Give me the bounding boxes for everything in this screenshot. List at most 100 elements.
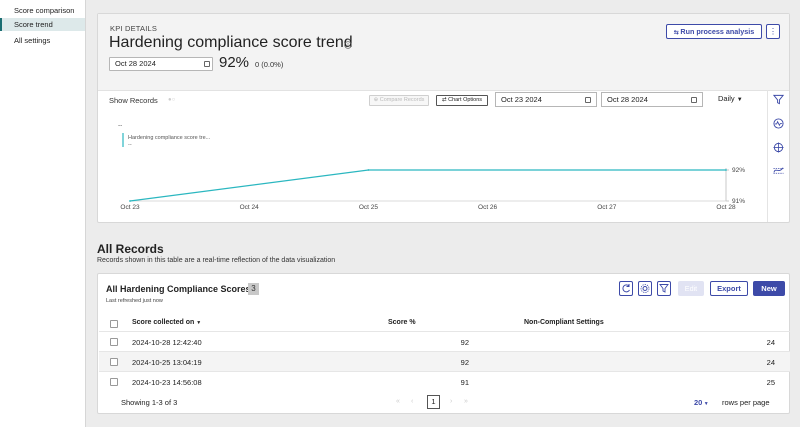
- export-button[interactable]: Export: [710, 281, 748, 296]
- kpi-delta: 0 (0.0%): [255, 60, 284, 69]
- row-checkbox[interactable]: [110, 378, 118, 386]
- nav-item-score-trend[interactable]: Score trend: [0, 18, 85, 31]
- last-page-icon[interactable]: »: [464, 398, 468, 405]
- nav-item-all-settings[interactable]: All settings: [14, 36, 51, 45]
- refresh-button[interactable]: [619, 281, 633, 296]
- x-tick-label: Oct 23: [120, 204, 140, 209]
- end-date-field[interactable]: Oct 28 2024: [601, 92, 703, 107]
- page-title: Hardening compliance score trend: [109, 34, 353, 51]
- calendar-icon: [691, 97, 697, 103]
- row-checkbox[interactable]: [110, 358, 118, 366]
- show-records-toggle[interactable]: ●○: [168, 97, 176, 103]
- end-date-value: Oct 28 2024: [607, 95, 648, 104]
- next-page-icon[interactable]: ›: [450, 398, 453, 405]
- more-options-button[interactable]: ⋮: [766, 24, 780, 39]
- nav-item-score-comparison[interactable]: Score comparison: [14, 6, 75, 15]
- chart-options-button[interactable]: ⇄ Chart Options: [436, 95, 488, 106]
- compare-records-button[interactable]: ⊕ Compare Records: [369, 95, 429, 106]
- filter-icon: [659, 284, 669, 293]
- kpi-header: KPI DETAILS Hardening compliance score t…: [98, 14, 789, 91]
- new-button[interactable]: New: [753, 281, 785, 296]
- crosshair-icon[interactable]: [773, 142, 784, 153]
- records-table-card: All Hardening Compliance Scores 3 Last r…: [97, 273, 790, 414]
- chevron-down-icon: ▼: [736, 97, 743, 103]
- calendar-icon: [585, 97, 591, 103]
- kpi-date-value: Oct 28 2024: [115, 59, 156, 68]
- legend-series-name: Hardening compliance score tre...: [128, 135, 211, 141]
- kpi-value: 92%: [219, 54, 250, 71]
- x-tick-label: Oct 28: [716, 204, 736, 209]
- cell-noncompliant: 24: [766, 358, 775, 367]
- data-point: [367, 169, 370, 171]
- run-process-analysis-label: Run process analysis: [680, 27, 755, 36]
- current-page[interactable]: 1: [427, 395, 440, 409]
- last-refreshed: Last refreshed just now: [106, 298, 163, 304]
- page-size-select[interactable]: 20 ▼: [694, 398, 709, 407]
- column-header-noncompliant[interactable]: Non-Compliant Settings: [524, 319, 604, 326]
- info-icon[interactable]: [344, 41, 352, 49]
- chart-options-label: Chart Options: [448, 97, 483, 103]
- x-tick-label: Oct 27: [597, 204, 617, 209]
- cell-noncompliant: 24: [766, 338, 775, 347]
- start-date-field[interactable]: Oct 23 2024: [495, 92, 597, 107]
- cell-score: 91: [460, 378, 469, 387]
- kpi-kicker: KPI DETAILS: [110, 24, 158, 33]
- filter-button[interactable]: [657, 281, 671, 296]
- chart-options-icon: ⇄: [441, 97, 449, 103]
- kpi-date-field[interactable]: Oct 28 2024: [109, 57, 213, 71]
- granularity-select[interactable]: Daily ▼: [718, 94, 743, 103]
- legend-series-value: --: [128, 142, 132, 148]
- calendar-icon: [204, 61, 210, 67]
- chevron-down-icon: ▼: [702, 401, 709, 407]
- records-subtitle: Records shown in this table are a real-t…: [97, 257, 336, 264]
- rows-per-page-label: rows per page: [722, 398, 770, 407]
- records-title: All Records: [97, 242, 164, 256]
- sort-down-icon: ▼: [196, 320, 202, 326]
- settings-button[interactable]: [638, 281, 652, 296]
- first-page-icon[interactable]: «: [396, 398, 400, 405]
- y-tick-label: 91%: [732, 198, 745, 205]
- column-header-date[interactable]: Score collected on ▼: [132, 319, 201, 326]
- table-row[interactable]: 2024-10-23 14:56:08 91 25: [99, 371, 790, 391]
- trend-chart: Oct 23 Oct 24 Oct 25 Oct 26 Oct 27 Oct 28 92% 9…: [110, 111, 768, 209]
- show-records-label: Show Records: [109, 96, 158, 105]
- start-date-value: Oct 23 2024: [501, 95, 542, 104]
- table-title: All Hardening Compliance Scores: [106, 284, 251, 294]
- process-icon: ⇆: [673, 30, 681, 36]
- y-tick-label: 92%: [732, 167, 745, 174]
- cell-date: 2024-10-23 14:56:08: [132, 378, 202, 387]
- column-header-score[interactable]: Score %: [388, 319, 416, 326]
- table-row[interactable]: 2024-10-25 13:04:19 92 24: [99, 351, 790, 371]
- series-line: [129, 169, 726, 202]
- x-tick-label: Oct 26: [478, 204, 498, 209]
- cell-date: 2024-10-25 13:04:19: [132, 358, 202, 367]
- refresh-icon: [622, 284, 630, 293]
- prev-page-icon[interactable]: ‹: [411, 398, 414, 405]
- chart-svg: Oct 23 Oct 24 Oct 25 Oct 26 Oct 27 Oct 28 92% 9…: [118, 122, 745, 209]
- chart-side-toolbar: [767, 90, 789, 222]
- run-process-analysis-button[interactable]: ⇆ Run process analysis: [666, 24, 762, 39]
- granularity-value: Daily: [718, 94, 735, 103]
- kpi-details-card: KPI DETAILS Hardening compliance score t…: [97, 13, 790, 223]
- gear-icon: [640, 284, 650, 293]
- row-checkbox[interactable]: [110, 338, 118, 346]
- filter-icon[interactable]: [773, 94, 784, 105]
- page-size-value: 20: [694, 398, 703, 407]
- pagination-summary: Showing 1-3 of 3: [121, 398, 178, 407]
- cell-score: 92: [460, 358, 469, 367]
- compare-records-label: Compare Records: [379, 97, 425, 103]
- data-point: [725, 169, 727, 171]
- trendline-icon[interactable]: [773, 165, 784, 176]
- select-all-checkbox[interactable]: [110, 320, 118, 328]
- cell-score: 92: [460, 338, 469, 347]
- table-row[interactable]: 2024-10-28 12:42:40 92 24: [99, 331, 790, 351]
- cell-noncompliant: 25: [766, 378, 775, 387]
- edit-button[interactable]: Edit: [678, 281, 704, 296]
- anomaly-icon[interactable]: [773, 118, 784, 129]
- compare-icon: ⊕: [373, 97, 380, 103]
- record-count-badge: 3: [248, 283, 259, 295]
- data-point: [129, 200, 131, 202]
- cell-date: 2024-10-28 12:42:40: [132, 338, 202, 347]
- column-header-date-label: Score collected on: [132, 319, 195, 326]
- x-tick-label: Oct 24: [240, 204, 260, 209]
